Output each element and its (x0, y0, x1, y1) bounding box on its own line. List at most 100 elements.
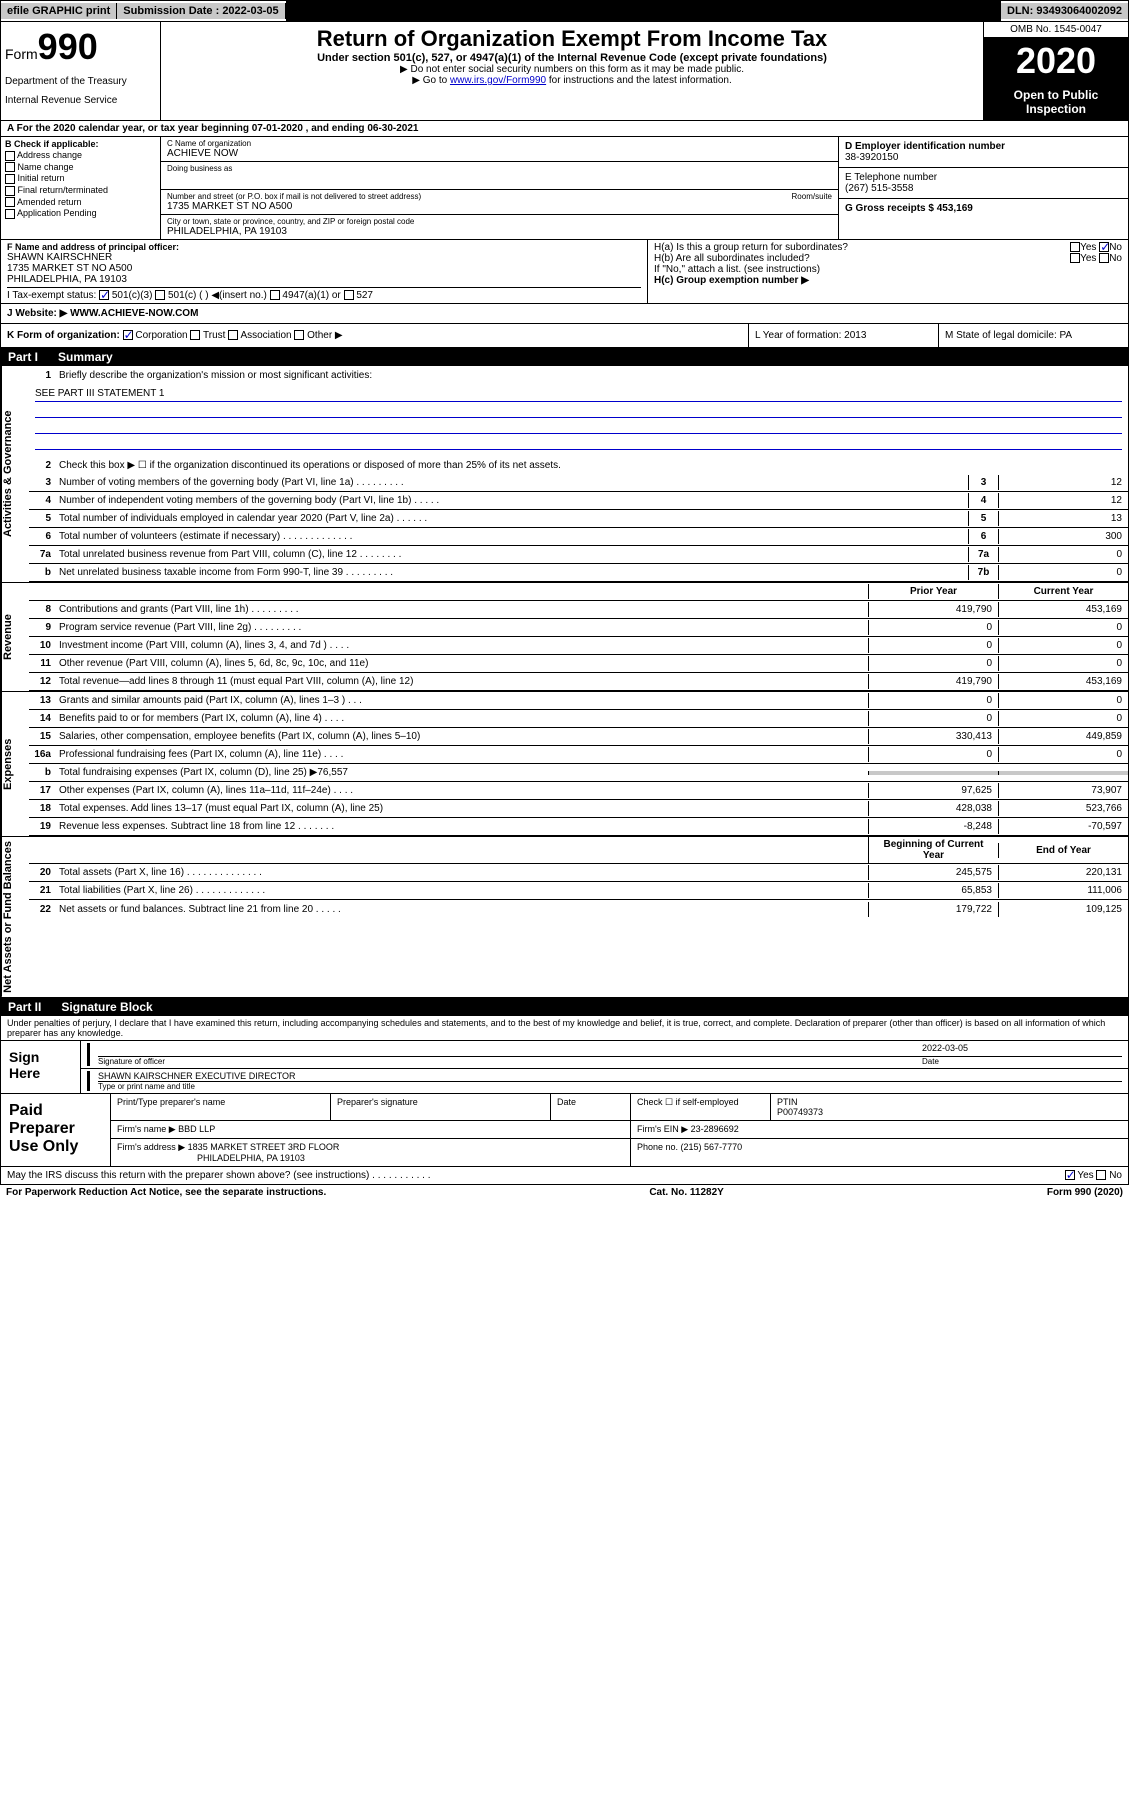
part-ii-num: Part II (8, 1000, 41, 1014)
prior-year-header: Prior Year (868, 584, 998, 599)
form-header: Form990 Department of the Treasury Inter… (0, 22, 1129, 121)
summary-revenue: Revenue Prior YearCurrent Year 8Contribu… (0, 583, 1129, 692)
check-trust[interactable] (190, 330, 200, 340)
header-mid: Return of Organization Exempt From Incom… (161, 22, 983, 120)
check-address[interactable]: Address change (5, 150, 156, 161)
l11-curr: 0 (998, 656, 1128, 671)
ha-no-check[interactable] (1099, 242, 1109, 252)
l14-desc: Benefits paid to or for members (Part IX… (55, 711, 868, 726)
sign-here-label: Sign Here (1, 1041, 81, 1093)
l7a-box: 7a (968, 547, 998, 562)
prep-print-label: Print/Type preparer's name (111, 1094, 331, 1120)
l5-val: 13 (998, 511, 1128, 526)
ha-label: H(a) Is this a group return for subordin… (654, 242, 848, 253)
l21-prior: 65,853 (868, 883, 998, 898)
part-i-header: Part I Summary (0, 348, 1129, 366)
check-name[interactable]: Name change (5, 162, 156, 173)
opt-527: 527 (356, 290, 373, 301)
l13-num: 13 (29, 693, 55, 708)
l5-desc: Total number of individuals employed in … (55, 511, 968, 526)
hb-note: If "No," attach a list. (see instruction… (654, 264, 1122, 275)
l4-desc: Number of independent voting members of … (55, 493, 968, 508)
l20-curr: 220,131 (998, 865, 1128, 880)
form-990-number: 990 (38, 26, 98, 67)
ein-label: D Employer identification number (845, 141, 1122, 152)
j-value: WWW.ACHIEVE-NOW.COM (70, 308, 198, 319)
l9-prior: 0 (868, 620, 998, 635)
l16a-curr: 0 (998, 747, 1128, 762)
l13-curr: 0 (998, 693, 1128, 708)
footer: For Paperwork Reduction Act Notice, see … (0, 1185, 1129, 1200)
sig-block-text: Under penalties of perjury, I declare th… (0, 1016, 1129, 1041)
prep-check-label: Check ☐ if self-employed (631, 1094, 771, 1120)
l19-curr: -70,597 (998, 819, 1128, 834)
col-h: H(a) Is this a group return for subordin… (648, 240, 1128, 303)
l8-prior: 419,790 (868, 602, 998, 617)
l7b-val: 0 (998, 565, 1128, 580)
side-revenue: Revenue (1, 583, 29, 691)
omb-number: OMB No. 1545-0047 (984, 22, 1128, 38)
summary-governance: Activities & Governance 1Briefly describ… (0, 366, 1129, 583)
address-cell: Number and street (or P.O. box if mail i… (161, 190, 838, 215)
sig-date-val: 2022-03-05 (922, 1043, 1122, 1057)
note-link: ▶ Go to www.irs.gov/Form990 for instruct… (165, 75, 979, 86)
check-501c[interactable] (155, 290, 165, 300)
l7a-num: 7a (29, 547, 55, 562)
l18-prior: 428,038 (868, 801, 998, 816)
discuss-no-check[interactable] (1096, 1170, 1106, 1180)
l15-num: 15 (29, 729, 55, 744)
check-assoc[interactable] (228, 330, 238, 340)
form-label: Form (5, 46, 38, 62)
ein-value: 38-3920150 (845, 152, 1122, 163)
gross-label: G Gross receipts $ 453,169 (845, 203, 1122, 214)
part-ii-header: Part II Signature Block (0, 998, 1129, 1016)
l3-num: 3 (29, 475, 55, 490)
l21-desc: Total liabilities (Part X, line 26) . . … (55, 883, 868, 898)
prep-ptin-cell: PTIN P00749373 (771, 1094, 1128, 1120)
check-final[interactable]: Final return/terminated (5, 185, 156, 196)
sig-name-val: SHAWN KAIRSCHNER EXECUTIVE DIRECTOR (98, 1071, 1122, 1082)
l19-desc: Revenue less expenses. Subtract line 18 … (55, 819, 868, 834)
prep-row-2: Firm's name ▶ BBD LLP Firm's EIN ▶ 23-28… (111, 1121, 1128, 1139)
hb-yes-check[interactable] (1070, 253, 1080, 263)
j-label: J Website: ▶ (7, 308, 67, 319)
part-i-num: Part I (8, 350, 38, 364)
ha-yes-check[interactable] (1070, 242, 1080, 252)
prep-date-label: Date (551, 1094, 631, 1120)
check-amended[interactable]: Amended return (5, 197, 156, 208)
gov-rows: 1Briefly describe the organization's mis… (29, 366, 1128, 582)
hb-no-check[interactable] (1099, 253, 1109, 263)
check-501c3[interactable] (99, 290, 109, 300)
check-other[interactable] (294, 330, 304, 340)
l16b-num: b (29, 765, 55, 780)
current-year-header: Current Year (998, 584, 1128, 599)
check-527[interactable] (344, 290, 354, 300)
sig-officer-line (98, 1043, 922, 1057)
tel-cell: E Telephone number (267) 515-3558 (839, 168, 1128, 199)
check-4947[interactable] (270, 290, 280, 300)
check-initial[interactable]: Initial return (5, 173, 156, 184)
col-b-checkboxes: B Check if applicable: Address change Na… (1, 137, 161, 239)
room-label: Room/suite (792, 192, 832, 201)
top-bar-spacer (286, 1, 1001, 21)
open-public-label: Open to Public Inspection (984, 84, 1128, 120)
discuss-yes-check[interactable] (1065, 1170, 1075, 1180)
opt-501c: 501(c) ( ) ◀(insert no.) (168, 290, 267, 301)
mission-line-4 (35, 436, 1122, 450)
l18-curr: 523,766 (998, 801, 1128, 816)
l12-curr: 453,169 (998, 674, 1128, 689)
efile-label[interactable]: efile GRAPHIC print (1, 3, 117, 19)
rev-rows: Prior YearCurrent Year 8Contributions an… (29, 583, 1128, 691)
l7b-num: b (29, 565, 55, 580)
discuss-no: No (1109, 1170, 1122, 1181)
col-de: D Employer identification number 38-3920… (838, 137, 1128, 239)
form-number: Form990 (5, 26, 156, 68)
check-corp[interactable] (123, 330, 133, 340)
irs-link[interactable]: www.irs.gov/Form990 (450, 75, 546, 86)
i-label: I Tax-exempt status: (7, 290, 96, 301)
l10-curr: 0 (998, 638, 1128, 653)
prep-sig-label: Preparer's signature (331, 1094, 551, 1120)
check-pending[interactable]: Application Pending (5, 208, 156, 219)
l6-val: 300 (998, 529, 1128, 544)
main-block: B Check if applicable: Address change Na… (0, 137, 1129, 240)
